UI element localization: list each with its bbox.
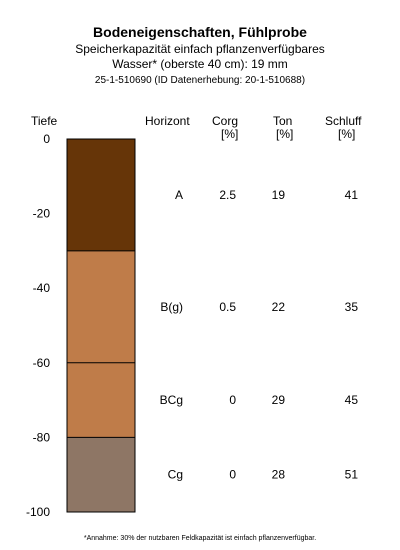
horizon-label: A: [175, 188, 183, 202]
depth-tick-label: -20: [33, 207, 51, 221]
horizon-label: Cg: [168, 468, 183, 482]
depth-tick-label: -80: [33, 430, 51, 444]
depth-tick-label: -60: [33, 356, 51, 370]
horizon-column-header: Horizont: [145, 114, 190, 128]
corg-value: 0: [229, 393, 236, 407]
ton-column-header: Ton: [273, 114, 293, 128]
schluff-unit: [%]: [338, 127, 356, 141]
ton-value: 29: [272, 393, 286, 407]
schluff-value: 41: [345, 188, 359, 202]
depth-axis-label: Tiefe: [31, 114, 58, 128]
horizon-label: BCg: [160, 393, 183, 407]
schluff-column-header: Schluff: [325, 114, 362, 128]
corg-value: 2.5: [219, 188, 236, 202]
schluff-value: 35: [345, 300, 359, 314]
ton-unit: [%]: [276, 127, 294, 141]
corg-value: 0.5: [219, 300, 236, 314]
schluff-value: 51: [345, 468, 359, 482]
depth-tick-label: -40: [33, 281, 51, 295]
soil-layer: [67, 250, 135, 363]
soil-layer: [67, 139, 135, 251]
corg-value: 0: [229, 468, 236, 482]
depth-tick-label: 0: [43, 132, 50, 146]
chart-title: Bodeneigenschaften, Fühlprobe: [93, 24, 307, 40]
chart-subtitle-line2: Wasser* (oberste 40 cm): 19 mm: [112, 57, 288, 71]
soil-layer: [67, 362, 135, 438]
footnote: *Annahme: 30% der nutzbaren Feldkapazitä…: [83, 535, 317, 542]
ton-value: 19: [272, 188, 286, 202]
profile-outline: [66, 138, 136, 513]
horizon-label: B(g): [160, 300, 183, 314]
ton-value: 22: [272, 300, 286, 314]
schluff-value: 45: [345, 393, 359, 407]
ton-value: 28: [272, 468, 286, 482]
chart-subtitle-line1: Speicherkapazität einfach pflanzenverfüg…: [75, 42, 325, 56]
depth-tick-label: -100: [26, 505, 50, 519]
chart-ids: 25-1-510690 (ID Datenerhebung: 20-1-5106…: [94, 75, 306, 86]
corg-unit: [%]: [221, 127, 239, 141]
soil-layer: [67, 437, 135, 512]
corg-column-header: Corg: [212, 114, 239, 128]
